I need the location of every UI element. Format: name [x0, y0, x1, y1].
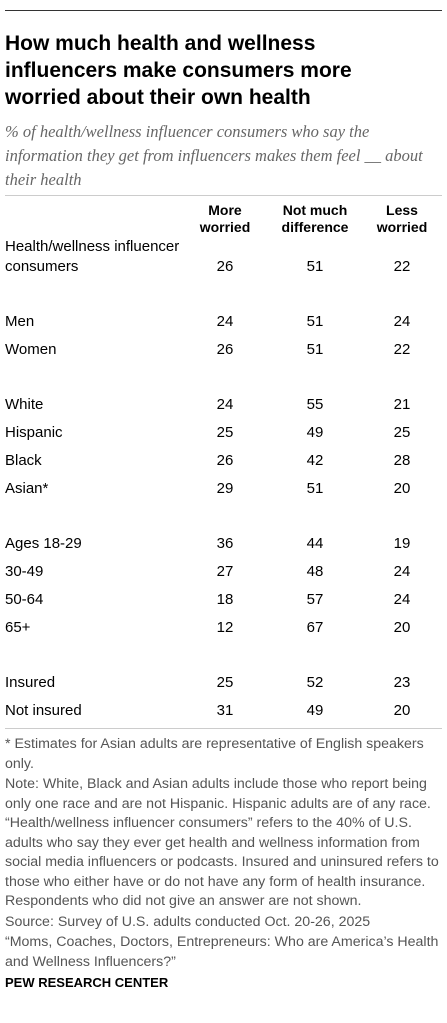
row-label: Ages 18-29: [5, 535, 82, 552]
cell-value: 23: [393, 674, 411, 691]
cell-value: 22: [393, 258, 411, 275]
cell-value: 26: [216, 452, 234, 469]
table-row: 65+ 12 67 20: [5, 618, 442, 638]
cell-value: 24: [393, 563, 411, 580]
note: Note: White, Black and Asian adults incl…: [5, 776, 439, 909]
top-rule: [5, 10, 442, 11]
table-row: 30-49 27 48 24: [5, 562, 442, 582]
table-row: Black 26 42 28: [5, 451, 442, 471]
table-row: Insured 25 52 23: [5, 673, 442, 693]
cell-value: 27: [216, 563, 234, 580]
cell-value: 49: [306, 424, 324, 441]
cell-value: 51: [306, 480, 324, 497]
cell-value: 42: [306, 452, 324, 469]
cell-value: 22: [393, 341, 411, 358]
cell-value: 24: [216, 396, 234, 413]
cell-value: 44: [306, 535, 324, 552]
column-header: Not much difference: [281, 202, 349, 235]
column-header: More worried: [199, 202, 251, 235]
cell-value: 18: [216, 591, 234, 608]
table-row: Women 26 51 22: [5, 340, 442, 360]
cell-value: 52: [306, 674, 324, 691]
cell-value: 21: [393, 396, 411, 413]
cell-value: 20: [393, 619, 411, 636]
cell-value: 24: [393, 591, 411, 608]
cell-value: 55: [306, 396, 324, 413]
cell-value: 51: [306, 258, 324, 275]
row-label: Not insured: [5, 702, 82, 719]
row-label: White: [5, 396, 44, 413]
divider: [5, 195, 442, 196]
note: * Estimates for Asian adults are represe…: [5, 736, 424, 772]
row-label: Hispanic: [5, 424, 63, 441]
cell-value: 25: [216, 674, 234, 691]
row-label: Asian*: [5, 480, 49, 497]
cell-value: 57: [306, 591, 324, 608]
cell-value: 19: [393, 535, 411, 552]
divider: [5, 728, 442, 729]
table-row: Men 24 51 24: [5, 312, 442, 332]
table-row: Hispanic 25 49 25: [5, 423, 442, 443]
cell-value: 20: [393, 480, 411, 497]
table-row: Asian* 29 51 20: [5, 479, 442, 499]
cell-value: 25: [216, 424, 234, 441]
row-label: Men: [5, 313, 35, 330]
table-row: Health/wellness influencer consumers 26 51…: [5, 238, 442, 277]
cell-value: 12: [216, 619, 234, 636]
note: Source: Survey of U.S. adults conducted …: [5, 913, 371, 930]
title: How much health and wellness influencers…: [5, 32, 352, 109]
cell-value: 20: [393, 702, 411, 719]
cell-value: 24: [216, 313, 234, 330]
row-label: 65+: [5, 619, 31, 636]
cell-value: 36: [216, 535, 234, 552]
cell-value: 29: [216, 480, 234, 497]
column-header: Less worried: [376, 202, 428, 235]
cell-value: 26: [216, 341, 234, 358]
table-row: White 24 55 21: [5, 395, 442, 415]
cell-value: 24: [393, 313, 411, 330]
row-label: 30-49: [5, 563, 44, 580]
table-row: Not insured 31 49 20: [5, 701, 442, 721]
row-label: Women: [5, 341, 57, 358]
cell-value: 48: [306, 563, 324, 580]
row-label: Black: [5, 452, 42, 469]
cell-value: 31: [216, 702, 234, 719]
cell-value: 28: [393, 452, 411, 469]
cell-value: 25: [393, 424, 411, 441]
cell-value: 26: [216, 258, 234, 275]
cell-value: 67: [306, 619, 324, 636]
notes: * Estimates for Asian adults are represe…: [5, 735, 442, 973]
cell-value: 51: [306, 313, 324, 330]
note: “Moms, Coaches, Doctors, Entrepreneurs: …: [5, 934, 439, 970]
table-row: Ages 18-29 36 44 19: [5, 534, 442, 554]
row-label: Insured: [5, 674, 56, 691]
subtitle: % of health/wellness influencer consumer…: [5, 122, 423, 189]
cell-value: 51: [306, 341, 324, 358]
cell-value: 49: [306, 702, 324, 719]
row-label: Health/wellness influencer consumers: [5, 238, 180, 275]
table-row: 50-64 18 57 24: [5, 590, 442, 610]
row-label: 50-64: [5, 591, 44, 608]
footer: PEW RESEARCH CENTER: [5, 975, 169, 990]
